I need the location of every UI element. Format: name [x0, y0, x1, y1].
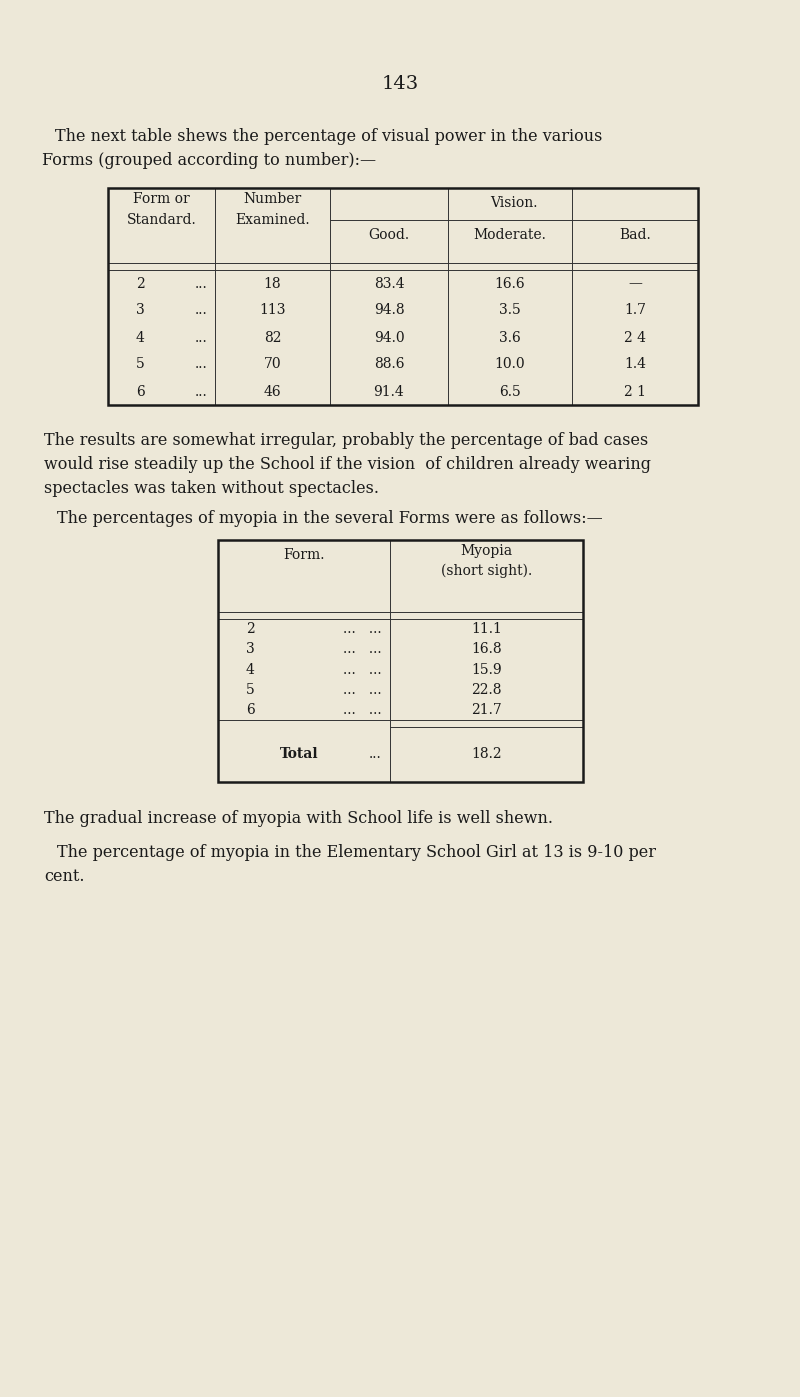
Text: 6.5: 6.5: [499, 384, 521, 398]
Text: 16.8: 16.8: [471, 643, 502, 657]
Text: Form or
Standard.: Form or Standard.: [126, 191, 196, 226]
Text: Myopia
(short sight).: Myopia (short sight).: [441, 543, 532, 578]
Text: cent.: cent.: [44, 868, 85, 886]
Text: 3.6: 3.6: [499, 331, 521, 345]
Text: The next table shews the percentage of visual power in the various: The next table shews the percentage of v…: [55, 129, 602, 145]
Text: 82: 82: [264, 331, 282, 345]
Text: 94.0: 94.0: [374, 331, 404, 345]
Text: 1.7: 1.7: [624, 303, 646, 317]
Text: ...: ...: [194, 358, 207, 372]
Text: —: —: [628, 277, 642, 291]
Text: The percentages of myopia in the several Forms were as follows:—: The percentages of myopia in the several…: [57, 510, 602, 527]
Text: The results are somewhat irregular, probably the percentage of bad cases: The results are somewhat irregular, prob…: [44, 432, 648, 448]
Text: 70: 70: [264, 358, 282, 372]
Text: 6: 6: [136, 384, 145, 398]
Text: 4: 4: [246, 662, 255, 676]
Text: 2 4: 2 4: [624, 331, 646, 345]
Text: 6: 6: [246, 703, 254, 717]
Text: 2 1: 2 1: [624, 384, 646, 398]
Text: 1.4: 1.4: [624, 358, 646, 372]
Text: Vision.: Vision.: [490, 196, 538, 210]
Text: ...   ...: ... ...: [343, 662, 382, 676]
Text: 4: 4: [136, 331, 145, 345]
Text: ...: ...: [370, 747, 382, 761]
Text: Moderate.: Moderate.: [474, 228, 546, 242]
Text: 10.0: 10.0: [494, 358, 526, 372]
Text: ...   ...: ... ...: [343, 643, 382, 657]
Text: 88.6: 88.6: [374, 358, 404, 372]
Text: ...: ...: [194, 331, 207, 345]
Text: 2: 2: [136, 277, 145, 291]
Text: Total: Total: [280, 747, 318, 761]
Text: 5: 5: [136, 358, 145, 372]
Text: 94.8: 94.8: [374, 303, 404, 317]
Text: ...   ...: ... ...: [343, 703, 382, 717]
Text: Form.: Form.: [283, 548, 325, 562]
Text: Bad.: Bad.: [619, 228, 651, 242]
Text: 3: 3: [136, 303, 145, 317]
Text: 83.4: 83.4: [374, 277, 404, 291]
Text: Good.: Good.: [369, 228, 410, 242]
Text: ...: ...: [194, 277, 207, 291]
Text: 11.1: 11.1: [471, 622, 502, 636]
Text: 91.4: 91.4: [374, 384, 404, 398]
Text: 143: 143: [382, 75, 418, 94]
Text: 18: 18: [264, 277, 282, 291]
Text: ...   ...: ... ...: [343, 622, 382, 636]
Text: would rise steadily up the School if the vision  of children already wearing: would rise steadily up the School if the…: [44, 455, 651, 474]
Text: 3: 3: [246, 643, 254, 657]
Text: 21.7: 21.7: [471, 703, 502, 717]
Text: 5: 5: [246, 683, 254, 697]
Text: Number
Examined.: Number Examined.: [235, 191, 310, 226]
Text: 3.5: 3.5: [499, 303, 521, 317]
Text: 18.2: 18.2: [471, 747, 502, 761]
Text: 46: 46: [264, 384, 282, 398]
Text: 2: 2: [246, 622, 254, 636]
Text: 16.6: 16.6: [494, 277, 526, 291]
Text: 22.8: 22.8: [471, 683, 502, 697]
Text: ...: ...: [194, 303, 207, 317]
Text: Forms (grouped according to number):—: Forms (grouped according to number):—: [42, 152, 376, 169]
Bar: [218, 541, 583, 782]
Text: ...   ...: ... ...: [343, 683, 382, 697]
Text: spectacles was taken without spectacles.: spectacles was taken without spectacles.: [44, 481, 379, 497]
Text: ...: ...: [194, 384, 207, 398]
Text: The gradual increase of myopia with School life is well shewn.: The gradual increase of myopia with Scho…: [44, 810, 553, 827]
Bar: [108, 189, 698, 405]
Text: The percentage of myopia in the Elementary School Girl at 13 is 9‑10 per: The percentage of myopia in the Elementa…: [57, 844, 656, 861]
Text: 113: 113: [259, 303, 286, 317]
Text: 15.9: 15.9: [471, 662, 502, 676]
